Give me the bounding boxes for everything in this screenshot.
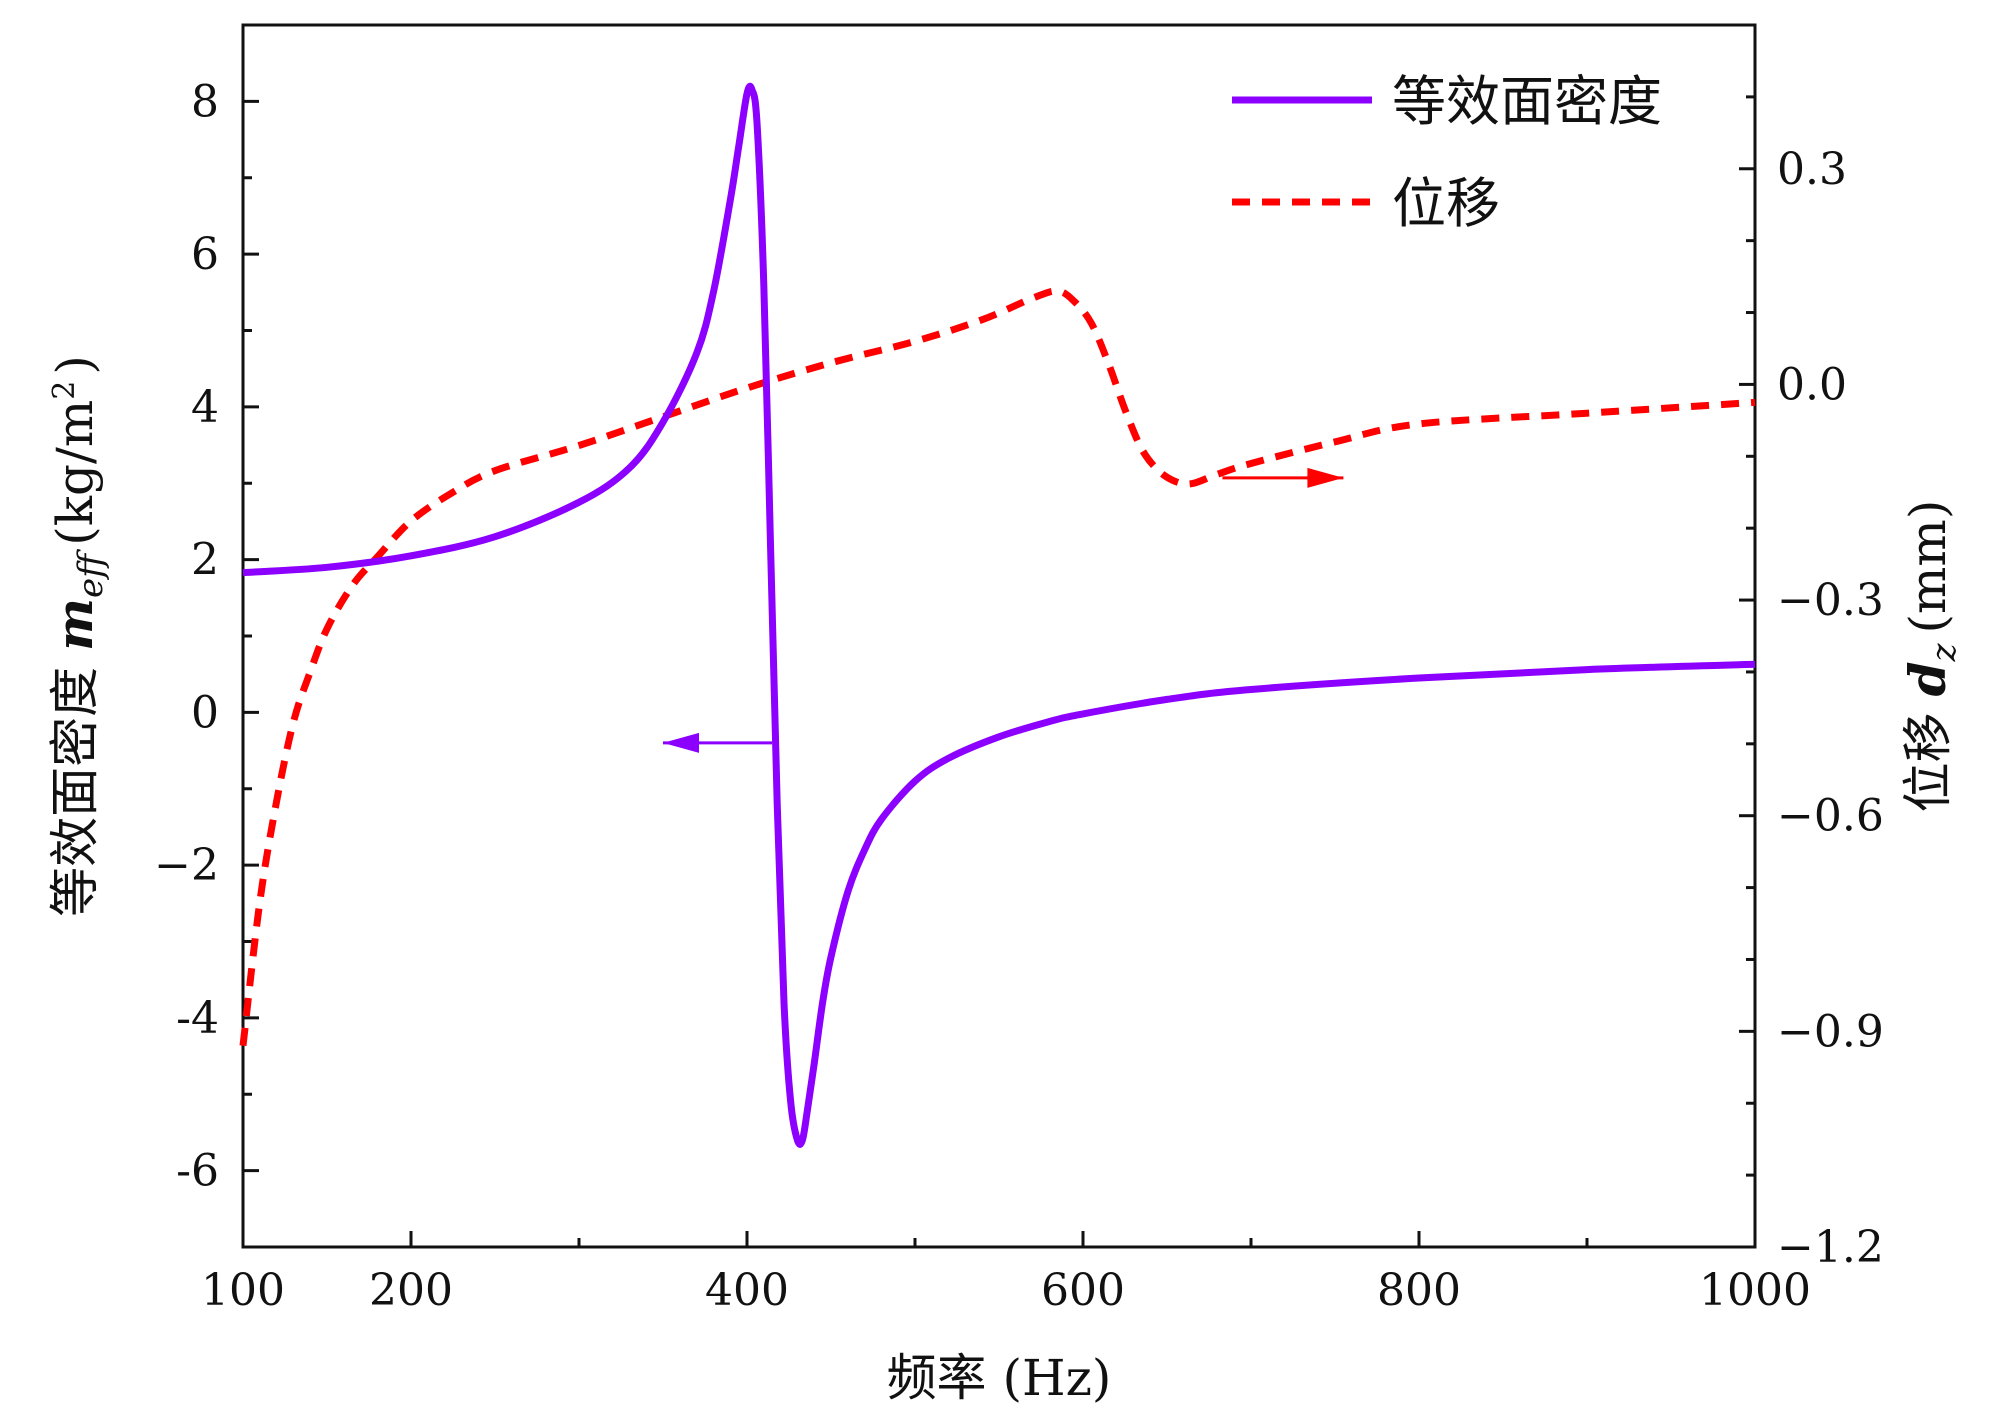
series-line-2 bbox=[239, 287, 1756, 1047]
y-right-title-symbol: d bbox=[1898, 661, 1957, 696]
x-tick-label: 600 bbox=[1041, 1265, 1125, 1316]
y-right-title-subscript: z bbox=[1924, 642, 1964, 662]
y-right-tick-label: −0.3 bbox=[1777, 575, 1884, 626]
y-right-tick-label: −0.6 bbox=[1777, 791, 1884, 842]
annotations-layer bbox=[663, 467, 1344, 753]
y-left-tick-label: 2 bbox=[191, 535, 219, 586]
x-tick-label: 100 bbox=[201, 1265, 285, 1316]
annotation-arrowhead-right bbox=[1307, 467, 1344, 488]
y-left-title-symbol: m bbox=[45, 598, 104, 651]
y-right-tick-label: −1.2 bbox=[1777, 1222, 1884, 1273]
y-left-title-unit: (kg/m bbox=[46, 400, 104, 546]
series-layer bbox=[239, 82, 1756, 1148]
x-tick-label: 1000 bbox=[1699, 1265, 1811, 1316]
x-tick-label: 800 bbox=[1377, 1265, 1461, 1316]
y-right-title-prefix: 位移 bbox=[1899, 712, 1957, 812]
ticks-layer: 100 200 400 600 800 1000 8 6 4 2 0 −2 -4 -6 0.3 0.0 −0.3… bbox=[154, 23, 1884, 1316]
x-axis-title: 频率 (Hz) bbox=[887, 1349, 1112, 1407]
legend-label-series-2: 位移 bbox=[1392, 172, 1500, 235]
series-line-1 bbox=[242, 82, 1756, 1148]
legend: 等效面密度 位移 bbox=[1232, 70, 1662, 235]
y-left-tick-label: 6 bbox=[191, 229, 219, 280]
y-left-title-unit-power: 2 bbox=[47, 381, 82, 400]
y-left-tick-label: −2 bbox=[154, 840, 219, 891]
y-left-tick-label: 8 bbox=[191, 76, 219, 127]
x-tick-label: 200 bbox=[369, 1265, 453, 1316]
y-left-title-subscript: eff bbox=[71, 549, 111, 598]
y-axis-right-title: 位移 dz (mm) bbox=[1898, 500, 1964, 813]
y-left-tick-label: 0 bbox=[191, 687, 219, 738]
y-axis-left-title: 等效面密度 meff(kg/m2) bbox=[45, 355, 111, 917]
legend-label-series-1: 等效面密度 bbox=[1392, 70, 1662, 133]
plot-area bbox=[241, 23, 1757, 1249]
y-left-tick-label: -6 bbox=[176, 1146, 219, 1197]
y-left-title-prefix: 等效面密度 bbox=[46, 667, 104, 917]
x-tick-label: 400 bbox=[705, 1265, 789, 1316]
y-left-title-unit-close: ) bbox=[46, 355, 104, 375]
y-right-title-unit: (mm) bbox=[1899, 500, 1957, 634]
annotation-arrowhead-left bbox=[663, 732, 699, 753]
y-right-tick-label: 0.3 bbox=[1777, 144, 1847, 195]
y-left-tick-label: -4 bbox=[176, 993, 219, 1044]
plot-frame bbox=[241, 23, 1757, 1249]
y-right-tick-label: 0.0 bbox=[1777, 359, 1847, 410]
y-left-tick-label: 4 bbox=[191, 382, 219, 433]
y-right-tick-label: −0.9 bbox=[1777, 1006, 1884, 1057]
